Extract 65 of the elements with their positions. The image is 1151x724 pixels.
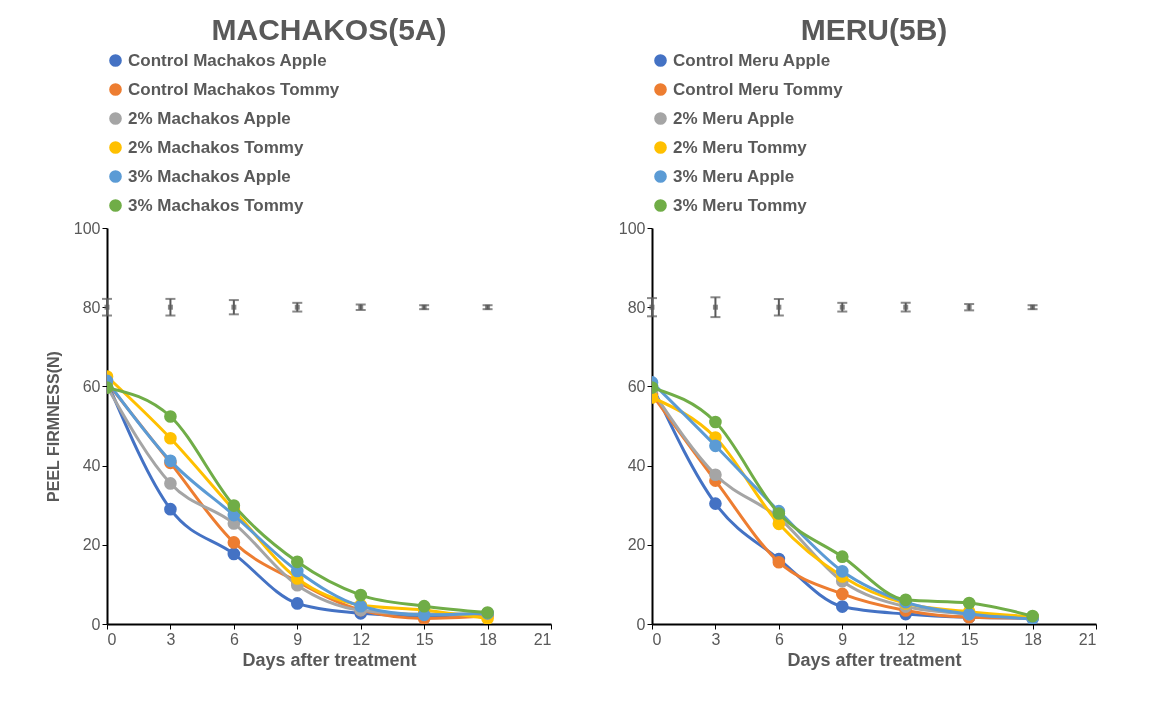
point bbox=[709, 468, 722, 482]
point bbox=[354, 588, 368, 602]
x-tick-label: 15 bbox=[415, 630, 434, 648]
x-tick-label: 12 bbox=[897, 630, 916, 648]
point bbox=[164, 502, 177, 516]
x-tick-label: 0 bbox=[107, 630, 117, 648]
legend-label: 3% Meru Apple bbox=[673, 166, 795, 186]
x-axis-title: Days after treatment bbox=[242, 649, 417, 670]
y-tick-label: 100 bbox=[73, 219, 101, 237]
point bbox=[227, 499, 241, 512]
x-tick-label: 6 bbox=[229, 630, 239, 648]
legend-label: 2% Meru Tommy bbox=[673, 137, 808, 157]
point bbox=[962, 596, 976, 610]
point bbox=[709, 439, 722, 453]
x-tick-label: 3 bbox=[166, 630, 176, 648]
x-tick-label: 9 bbox=[293, 630, 303, 648]
legend-label: 3% Machakos Tommy bbox=[128, 195, 304, 215]
point bbox=[164, 410, 177, 423]
y-tick-label: 60 bbox=[627, 377, 646, 395]
point bbox=[227, 547, 241, 561]
point bbox=[835, 550, 849, 563]
chart-title: MACHAKOS(5A) bbox=[211, 13, 447, 46]
y-tick-label: 20 bbox=[627, 536, 646, 554]
point bbox=[227, 536, 241, 549]
y-tick-label: 60 bbox=[82, 377, 101, 395]
point bbox=[709, 415, 722, 429]
y-tick-label: 20 bbox=[82, 536, 101, 554]
x-tick-label: 12 bbox=[352, 630, 371, 648]
y-axis-title: PEEL FIRMNESS(N) bbox=[44, 351, 62, 502]
legend-label: 3% Meru Tommy bbox=[673, 195, 808, 215]
y-tick-label: 100 bbox=[618, 219, 646, 237]
x-tick-label: 6 bbox=[774, 630, 784, 648]
x-tick-label: 18 bbox=[479, 630, 498, 648]
x-tick-label: 9 bbox=[838, 630, 848, 648]
legend-label: Control Machakos Apple bbox=[128, 50, 327, 70]
point bbox=[835, 565, 849, 578]
legend-label: Control Machakos Tommy bbox=[128, 79, 340, 99]
point bbox=[290, 597, 304, 610]
y-tick-label: 40 bbox=[82, 457, 101, 475]
legend-label: Control Meru Apple bbox=[673, 50, 831, 70]
point bbox=[835, 587, 849, 601]
chart-title: MERU(5B) bbox=[800, 13, 948, 46]
x-tick-label: 0 bbox=[652, 630, 662, 648]
point bbox=[835, 600, 849, 613]
x-tick-label: 21 bbox=[533, 630, 552, 648]
y-tick-label: 80 bbox=[627, 298, 646, 316]
point bbox=[290, 555, 304, 569]
y-tick-label: 80 bbox=[82, 298, 101, 316]
legend-label: Control Meru Tommy bbox=[673, 79, 844, 99]
x-tick-label: 21 bbox=[1078, 630, 1097, 648]
y-tick-label: 40 bbox=[627, 457, 646, 475]
legend-label: 3% Machakos Apple bbox=[128, 166, 291, 186]
x-tick-label: 15 bbox=[960, 630, 979, 648]
x-tick-label: 3 bbox=[711, 630, 721, 648]
point bbox=[709, 497, 722, 510]
y-tick-label: 0 bbox=[636, 615, 646, 633]
x-axis-title: Days after treatment bbox=[787, 649, 962, 670]
legend-label: 2% Meru Apple bbox=[673, 108, 795, 128]
point bbox=[417, 599, 431, 613]
point bbox=[164, 477, 177, 490]
y-tick-label: 0 bbox=[91, 615, 101, 633]
legend-label: 2% Machakos Apple bbox=[128, 108, 291, 128]
legend-label: 2% Machakos Tommy bbox=[128, 137, 304, 157]
point bbox=[164, 431, 177, 445]
x-tick-label: 18 bbox=[1024, 630, 1043, 648]
